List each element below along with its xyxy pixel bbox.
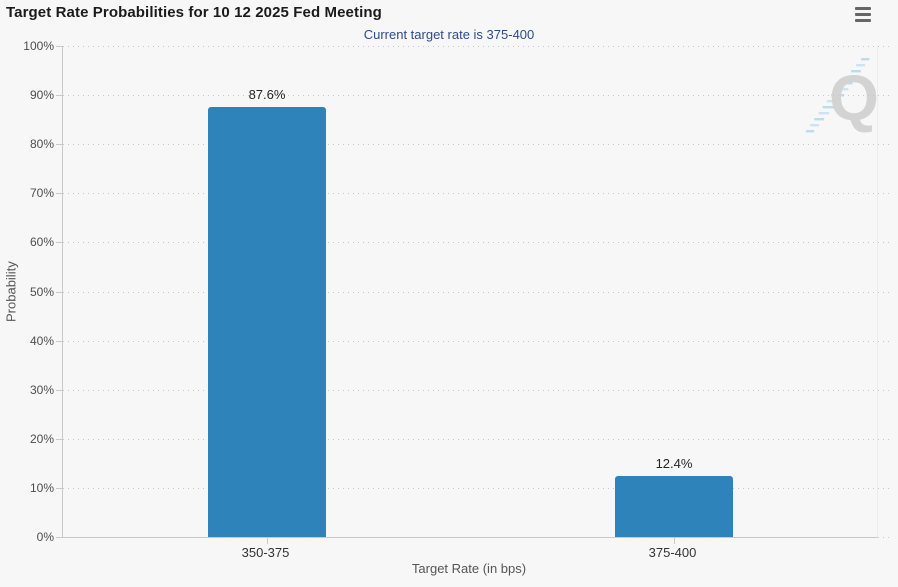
grid-line [63, 242, 891, 243]
grid-line [63, 292, 891, 293]
bar-value-label: 87.6% [248, 87, 286, 102]
grid-line [63, 439, 891, 440]
chart-title: Target Rate Probabilities for 10 12 2025… [6, 4, 382, 21]
y-axis-tick [56, 144, 62, 145]
y-axis-tick-label: 70% [29, 186, 54, 200]
x-axis-tick [267, 538, 268, 544]
y-axis-tick [56, 242, 62, 243]
chart-subtitle: Current target rate is 375-400 [363, 27, 535, 42]
y-axis-tick-label: 30% [29, 383, 54, 397]
grid-line [63, 537, 891, 538]
y-axis-tick-label: 100% [23, 39, 54, 53]
grid-line [63, 46, 891, 47]
y-axis-tick [56, 341, 62, 342]
hamburger-bar [855, 13, 871, 16]
grid-line [63, 95, 891, 96]
x-axis-category-label: 375-400 [648, 545, 697, 560]
y-axis-tick-label: 90% [29, 88, 54, 102]
x-axis-title: Target Rate (in bps) [411, 561, 527, 576]
hamburger-bar [855, 7, 871, 10]
bar-375-400[interactable] [615, 476, 733, 537]
y-axis-tick-label: 10% [29, 481, 54, 495]
grid-line [63, 341, 891, 342]
y-axis-tick [56, 46, 62, 47]
y-axis-tick [56, 193, 62, 194]
grid-line [63, 144, 891, 145]
bar-350-375[interactable] [208, 107, 326, 537]
x-axis-tick [674, 538, 675, 544]
y-axis-tick [56, 292, 62, 293]
x-axis-category-label: 350-375 [241, 545, 290, 560]
y-axis-tick-label: 0% [36, 530, 54, 544]
grid-line [63, 193, 891, 194]
plot-area: 87.6% 12.4% [56, 46, 891, 544]
y-axis-tick-label: 80% [29, 137, 54, 151]
y-axis-tick-label: 20% [29, 432, 54, 446]
y-axis-tick-label: 60% [29, 235, 54, 249]
grid-line [63, 390, 891, 391]
y-axis-tick [56, 390, 62, 391]
y-axis-tick [56, 95, 62, 96]
grid-line [63, 488, 891, 489]
y-axis-tick-label: 40% [29, 334, 54, 348]
hamburger-menu-icon[interactable] [855, 6, 875, 23]
y-axis-tick [56, 439, 62, 440]
y-axis-tick-label: 50% [29, 285, 54, 299]
y-axis-tick [56, 488, 62, 489]
hamburger-bar [855, 19, 871, 22]
bar-value-label: 12.4% [655, 456, 693, 471]
y-axis-tick [56, 537, 62, 538]
